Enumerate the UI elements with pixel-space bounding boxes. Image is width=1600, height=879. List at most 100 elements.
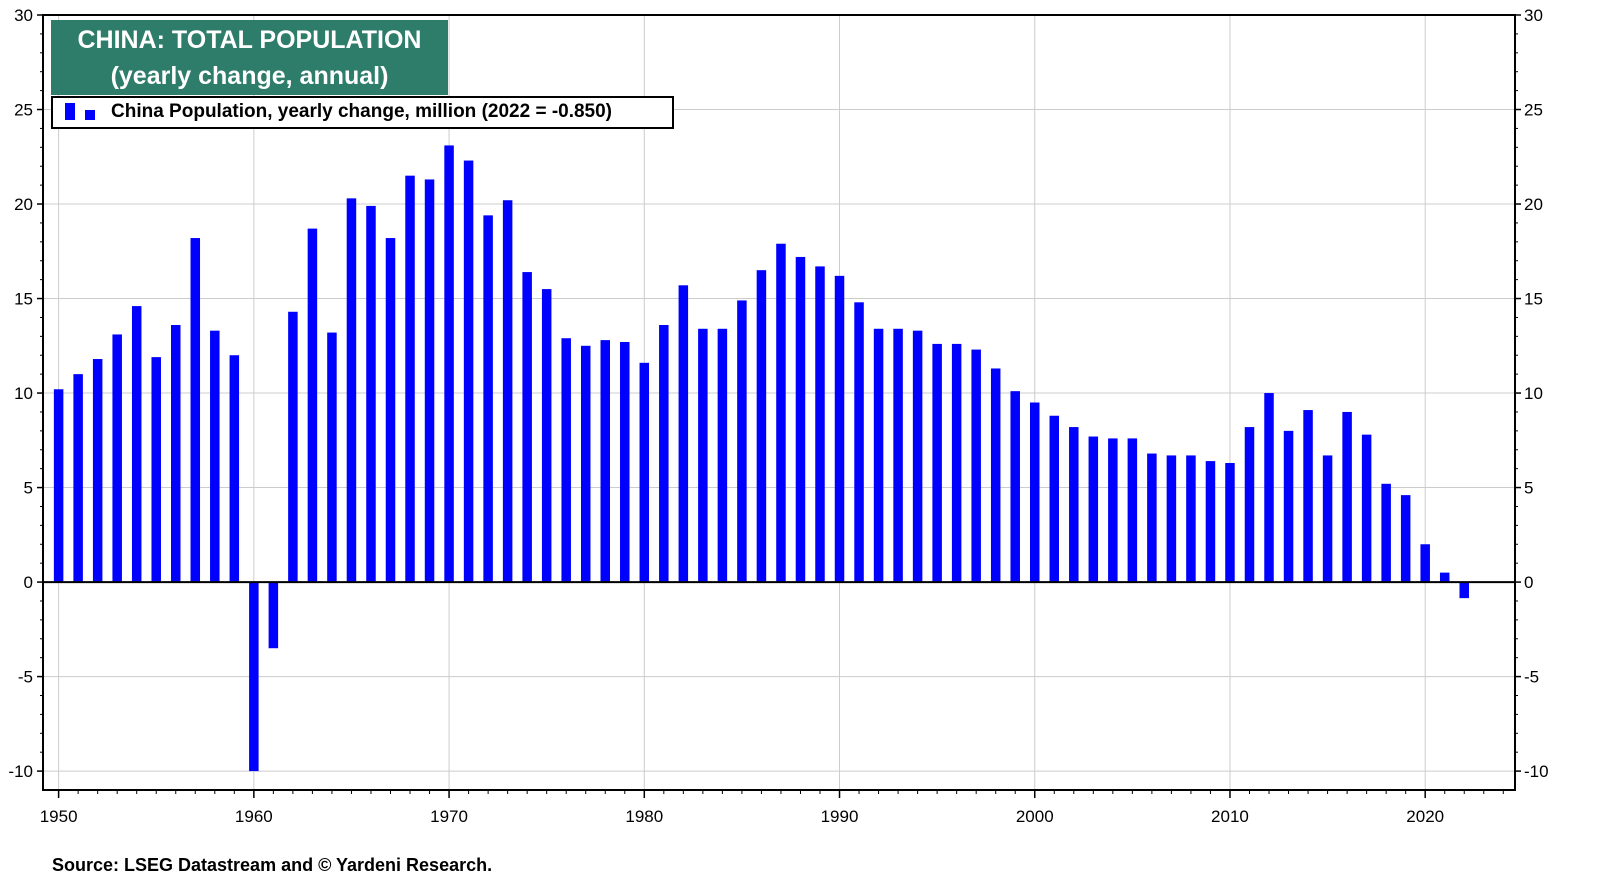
bar-2008 [1186,455,1196,583]
bar-1958 [210,330,220,583]
bar-1957 [190,238,201,583]
chart-title-box: CHINA: TOTAL POPULATION (yearly change, … [51,20,448,95]
bar-1994 [912,330,923,583]
y-tick-label-right: 15 [1524,290,1543,309]
source-note: Source: LSEG Datastream and © Yardeni Re… [52,855,493,875]
plot-frame [42,14,1516,791]
bar-1950 [53,389,64,583]
bar-1951 [73,374,83,583]
bar-1979 [620,342,630,583]
legend-swatch-icon [65,103,75,120]
bar-2014 [1303,410,1313,583]
bar-1967 [385,238,396,583]
bar-2006 [1147,453,1157,583]
bar-1974 [522,272,532,583]
y-tick-label-left: 30 [14,6,33,25]
bar-2005 [1127,438,1138,583]
bar-2021 [1439,572,1450,583]
bar-1984 [717,328,728,583]
bar-1981 [659,325,669,583]
x-tick-label: 1980 [625,807,663,826]
bar-2015 [1322,455,1333,583]
y-tick-label-right: -10 [1524,762,1549,781]
bar-1990 [834,275,845,583]
bar-1977 [580,345,591,583]
bar-1986 [756,270,767,583]
bar-1955 [151,357,161,583]
bar-2017 [1361,434,1372,583]
bar-1969 [424,179,435,583]
bar-2018 [1381,483,1391,583]
bar-1956 [171,325,181,583]
bar-1961 [268,582,279,649]
bar-2000 [1029,402,1040,583]
bar-2001 [1049,415,1060,583]
bar-1959 [229,355,240,583]
y-tick-label-right: 30 [1524,6,1543,25]
x-tick-label: 2010 [1211,807,1249,826]
y-tick-label-left: -5 [18,668,33,687]
bar-1983 [698,328,708,583]
bar-2012 [1264,393,1274,583]
bar-1988 [795,256,806,583]
bar-2020 [1420,544,1430,583]
bar-1978 [600,340,610,583]
y-tick-label-left: 20 [14,195,33,214]
chart-title: CHINA: TOTAL POPULATION [77,26,422,54]
bar-2022 [1459,582,1469,599]
bar-1962 [288,311,298,583]
tick-marks [37,14,1521,798]
y-tick-label-right: 0 [1524,573,1533,592]
bar-1952 [92,359,103,583]
x-tick-label: 1990 [821,807,859,826]
bar-1960 [249,582,259,772]
legend-label: China Population, yearly change, million… [111,101,613,122]
bar-1993 [893,328,903,583]
bar-1963 [307,228,318,583]
bar-1982 [678,285,689,583]
bar-2009 [1205,461,1216,583]
bar-2011 [1244,427,1255,583]
bar-2010 [1225,462,1235,583]
bar-1999 [1010,391,1020,583]
bar-1966 [366,205,376,583]
bar-2013 [1283,430,1294,583]
bar-1964 [327,332,337,583]
bar-1965 [346,198,357,583]
bar-1996 [951,343,962,583]
y-tick-label-left: 5 [24,479,33,498]
y-tick-label-left: -10 [8,762,33,781]
x-tick-label: 2020 [1406,807,1444,826]
bar-1987 [776,243,786,583]
x-tick-label: 1970 [430,807,468,826]
legend: China Population, yearly change, million… [51,96,674,129]
bar-2004 [1108,438,1118,583]
x-tick-label: 2000 [1016,807,1054,826]
bar-1991 [854,302,864,583]
bar-1995 [932,343,942,583]
bar-1985 [737,300,747,583]
legend-swatch-icon-small [85,110,95,120]
bar-1971 [463,160,474,583]
bar-2016 [1342,411,1352,583]
chart-subtitle: (yearly change, annual) [110,62,389,90]
x-tick-label: 1960 [235,807,273,826]
y-tick-label-left: 0 [24,573,33,592]
bar-1976 [561,338,571,583]
bar-1953 [112,334,122,583]
bar-1973 [502,200,513,583]
y-tick-label-left: 25 [14,101,33,120]
y-tick-label-left: 10 [14,384,33,403]
y-tick-label-right: 5 [1524,479,1533,498]
bar-1989 [815,266,825,583]
bar-1992 [873,328,884,583]
x-tick-label: 1950 [40,807,78,826]
y-tick-label-right: 25 [1524,101,1543,120]
bars [53,145,1469,772]
bar-1998 [990,368,1001,583]
bar-1997 [971,349,981,583]
y-tick-label-right: -5 [1524,668,1539,687]
y-tick-label-right: 10 [1524,384,1543,403]
